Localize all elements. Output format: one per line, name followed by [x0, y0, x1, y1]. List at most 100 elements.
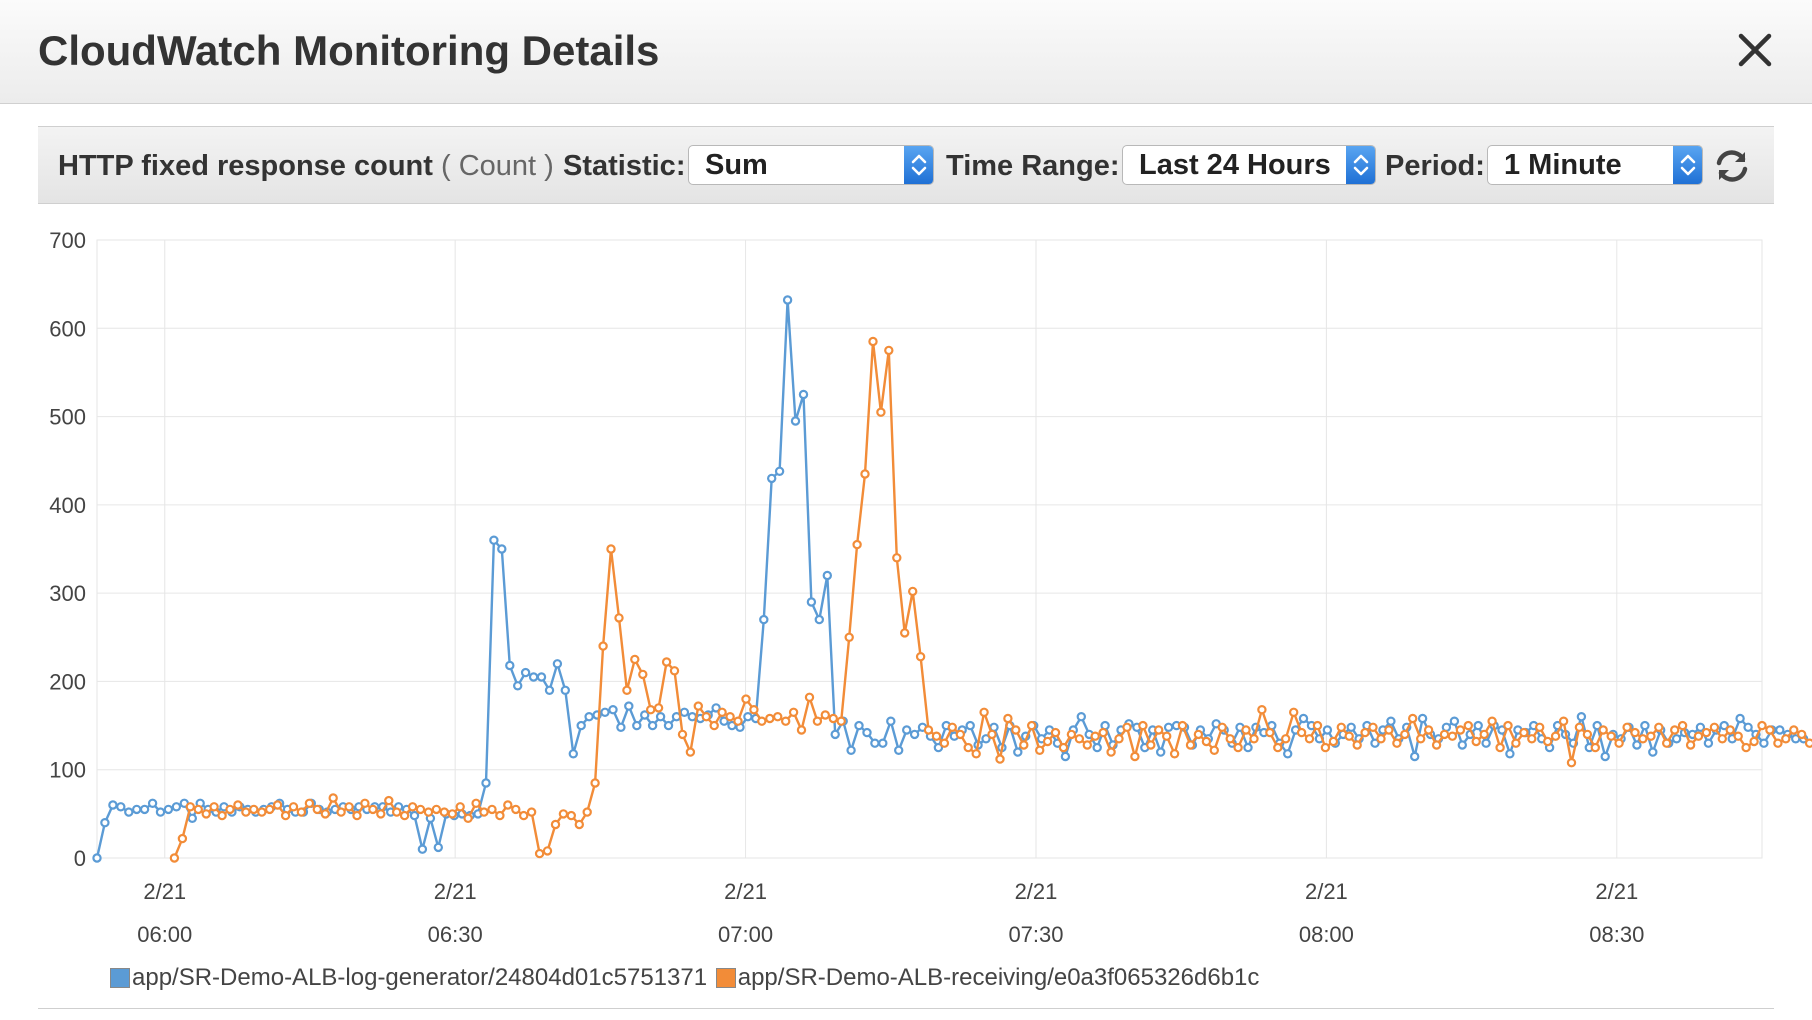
data-point[interactable]	[249, 804, 259, 815]
data-point[interactable]	[1320, 742, 1331, 753]
data-point[interactable]	[781, 716, 791, 726]
data-point[interactable]	[1074, 734, 1085, 744]
data-point[interactable]	[1003, 713, 1013, 724]
data-point[interactable]	[757, 716, 767, 726]
data-point[interactable]	[433, 842, 443, 853]
data-point[interactable]	[1473, 720, 1483, 731]
data-point[interactable]	[1733, 731, 1743, 741]
data-point[interactable]	[852, 539, 862, 550]
data-point[interactable]	[1677, 720, 1688, 731]
data-point[interactable]	[1193, 729, 1204, 740]
data-point[interactable]	[646, 705, 656, 715]
data-point[interactable]	[513, 681, 523, 691]
data-point[interactable]	[139, 804, 150, 815]
data-point[interactable]	[495, 810, 505, 821]
data-point[interactable]	[92, 853, 102, 863]
data-point[interactable]	[526, 807, 537, 817]
data-point[interactable]	[655, 712, 666, 722]
data-point[interactable]	[661, 657, 672, 667]
data-point[interactable]	[1638, 734, 1648, 744]
data-point[interactable]	[632, 720, 642, 731]
data-point[interactable]	[399, 810, 410, 821]
data-point[interactable]	[782, 295, 793, 305]
data-point[interactable]	[624, 701, 634, 711]
data-point[interactable]	[368, 804, 378, 815]
data-point[interactable]	[384, 795, 394, 806]
data-point[interactable]	[878, 738, 888, 748]
data-point[interactable]	[1344, 731, 1354, 741]
data-point[interactable]	[265, 804, 275, 815]
data-point[interactable]	[511, 804, 521, 815]
data-point[interactable]	[328, 793, 338, 803]
data-point[interactable]	[590, 778, 600, 788]
data-point[interactable]	[1685, 740, 1696, 750]
data-point[interactable]	[1392, 738, 1402, 748]
data-point[interactable]	[759, 614, 769, 625]
data-point[interactable]	[1122, 722, 1132, 732]
data-point[interactable]	[719, 716, 729, 726]
data-point[interactable]	[828, 713, 839, 724]
data-point[interactable]	[1669, 725, 1680, 735]
data-point[interactable]	[915, 652, 926, 662]
data-point[interactable]	[1386, 716, 1396, 726]
data-point[interactable]	[846, 745, 856, 756]
data-point[interactable]	[796, 725, 807, 735]
data-point[interactable]	[1011, 725, 1021, 735]
data-point[interactable]	[566, 810, 577, 821]
data-point[interactable]	[860, 469, 870, 479]
data-point[interactable]	[1249, 734, 1259, 744]
data-point[interactable]	[489, 535, 499, 545]
data-point[interactable]	[1630, 727, 1640, 738]
data-point[interactable]	[608, 705, 618, 715]
data-point[interactable]	[344, 802, 354, 812]
data-point[interactable]	[528, 672, 539, 682]
data-point[interactable]	[908, 586, 918, 597]
data-point[interactable]	[296, 807, 307, 817]
data-point[interactable]	[312, 804, 322, 815]
data-point[interactable]	[1407, 713, 1418, 724]
data-point[interactable]	[933, 742, 944, 753]
data-point[interactable]	[606, 544, 616, 554]
data-point[interactable]	[1090, 731, 1100, 741]
data-point[interactable]	[1130, 751, 1140, 762]
data-point[interactable]	[1312, 720, 1323, 731]
close-button[interactable]	[1733, 24, 1781, 76]
data-point[interactable]	[640, 710, 650, 720]
data-point[interactable]	[727, 720, 737, 731]
data-point[interactable]	[455, 802, 465, 812]
data-point[interactable]	[774, 466, 785, 476]
data-point[interactable]	[1463, 720, 1474, 731]
data-point[interactable]	[280, 810, 291, 821]
data-point[interactable]	[304, 798, 315, 809]
data-point[interactable]	[233, 800, 243, 810]
data-point[interactable]	[447, 809, 457, 819]
data-point[interactable]	[1775, 725, 1785, 735]
data-point[interactable]	[1773, 738, 1783, 748]
data-point[interactable]	[1717, 734, 1728, 744]
data-point[interactable]	[1370, 738, 1380, 748]
data-point[interactable]	[1735, 713, 1745, 724]
data-point[interactable]	[884, 345, 894, 356]
data-point[interactable]	[995, 754, 1005, 764]
data-point[interactable]	[1741, 742, 1751, 753]
statistic-select[interactable]: Sum	[688, 145, 934, 185]
data-point[interactable]	[1368, 722, 1378, 732]
data-point[interactable]	[1153, 725, 1164, 735]
data-point[interactable]	[1701, 727, 1712, 738]
time-range-select[interactable]: Last 24 Hours	[1122, 145, 1376, 185]
data-point[interactable]	[1576, 712, 1587, 722]
data-point[interactable]	[663, 720, 674, 731]
data-point[interactable]	[550, 819, 561, 830]
data-point[interactable]	[767, 473, 777, 484]
data-point[interactable]	[1288, 707, 1299, 717]
data-point[interactable]	[1298, 713, 1309, 724]
data-point[interactable]	[844, 632, 854, 642]
data-point[interactable]	[804, 692, 815, 702]
data-point[interactable]	[481, 778, 491, 788]
data-point[interactable]	[584, 712, 594, 722]
data-point[interactable]	[100, 818, 110, 828]
data-point[interactable]	[1804, 738, 1812, 748]
data-point[interactable]	[614, 613, 624, 623]
data-point[interactable]	[1757, 720, 1767, 731]
data-point[interactable]	[1527, 734, 1537, 744]
